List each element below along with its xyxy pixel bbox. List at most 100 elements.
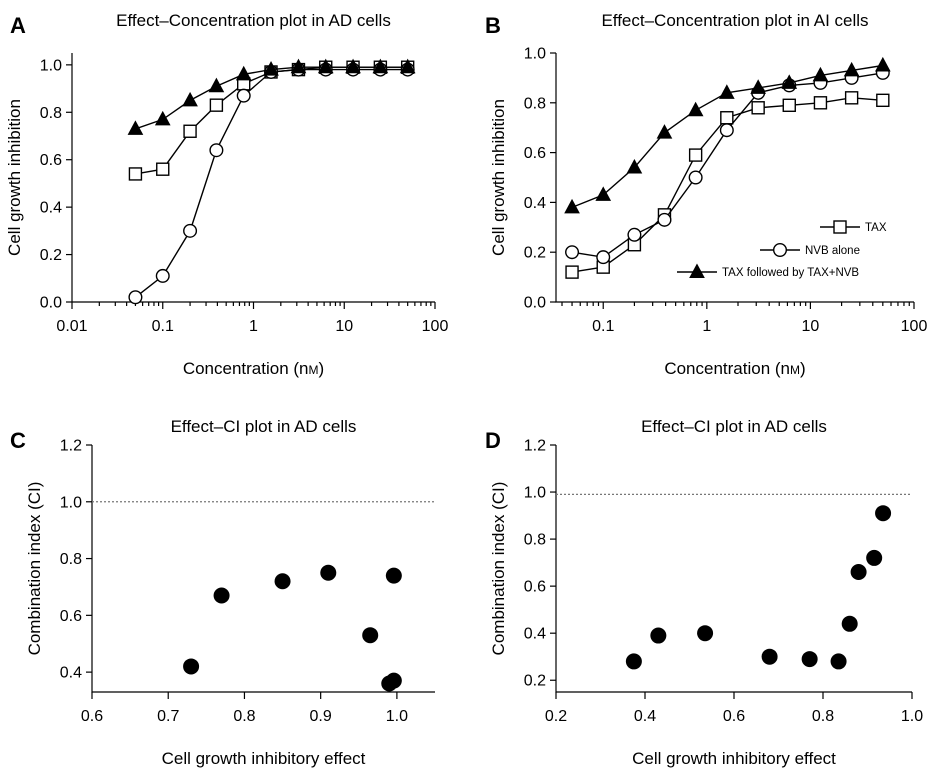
y-tick-label: 0.4 [40,200,62,217]
panel-c: C Effect–CI plot in AD cells 0.4 0.6 0.8 1.0 1… [10,417,435,768]
y-tick-label: 0.8 [524,532,546,549]
y-tick-label: 0.4 [524,626,546,643]
y-tick-label: 0.2 [40,247,62,264]
y-tick-label: 0.6 [40,152,62,169]
data-point [841,615,858,632]
y-tick-label: 1.2 [524,438,546,455]
y-tick-label: 0.6 [524,579,546,596]
axes-frame [91,445,435,693]
panel-letter: C [10,428,26,453]
panel-title: Effect–CI plot in AD cells [641,417,827,436]
data-point [183,124,197,138]
y-axis-title: Cell growth inhibition [489,99,508,256]
data-point [750,79,766,94]
x-axis-title: Cell growth inhibitory effect [632,749,836,768]
y-tick-label: 0.8 [60,551,82,568]
y-tick-label: 0.6 [60,608,82,625]
data-point [813,96,828,110]
data-point [235,65,252,81]
data-point [183,223,198,238]
x-tick-label: 0.8 [233,708,255,725]
legend-item: NVB alone [760,242,860,257]
data-point [627,227,642,242]
data-point [720,111,734,125]
data-point [830,653,847,670]
x-tick-label: 10 [802,318,820,335]
data-point [362,627,379,644]
data-point [626,158,643,174]
series-triangle [564,56,891,214]
data-point [209,143,224,158]
legend-marker [773,242,788,257]
x-tick-label: 0.4 [634,708,656,725]
data-point [697,625,714,642]
data-point [656,124,673,139]
y-tick-label: 1.0 [524,46,546,63]
axes-frame [71,53,435,303]
panel-title: Effect–Concentration plot in AD cells [116,11,391,30]
legend-label: NVB alone [805,245,860,257]
data-point [399,58,416,74]
data-point [761,648,778,665]
data-point [128,290,143,305]
data-point [801,651,818,668]
data-point [263,61,279,76]
series-line [135,66,408,175]
x-tick-label: 0.1 [592,318,614,335]
series-square [565,91,890,279]
series-line [134,68,408,298]
data-point [317,58,334,74]
data-point [236,88,251,103]
data-point [213,587,230,604]
y-tick-label: 0.2 [524,673,546,690]
data-point [812,66,829,82]
data-point [372,58,389,74]
y-tick-label: 0.4 [60,665,82,682]
x-tick-label: 10 [335,318,353,335]
data-point [155,268,170,283]
data-point [209,98,224,112]
y-tick-label: 1.0 [60,494,82,511]
data-point [564,198,580,214]
data-point [781,74,798,89]
y-axis-title: Combination index (CI) [25,482,44,656]
x-tick-label: 0.6 [81,708,103,725]
y-tick-label: 0.6 [524,145,546,162]
panel-d: D Effect–CI plot in AD cells 0.2 0.4 0.6 0.8 1… [485,417,923,768]
legend-item: TAX [820,220,887,234]
x-tick-label: 100 [422,318,449,335]
data-point [345,58,361,74]
x-axis-title: Cell growth inhibitory effect [162,749,366,768]
panel-b: B Effect–Concentration plot in AI cells 0.… [485,11,927,378]
panel-letter: D [485,428,501,453]
legend-marker [689,263,705,278]
data-point [650,627,667,644]
y-tick-label: 1.0 [524,485,546,502]
data-point [850,564,867,581]
y-axis-title: Combination index (CI) [489,482,508,656]
x-tick-label: 1 [702,318,711,335]
data-point [866,549,883,566]
y-tick-label: 0.2 [524,245,546,262]
x-tick-label: 0.8 [812,708,834,725]
data-point [657,212,672,227]
panel-letter: A [10,13,26,38]
data-point [625,653,642,670]
data-point [156,162,170,176]
scatter-points [183,564,402,692]
panel-letter: B [485,13,501,38]
data-point [875,505,892,522]
data-point [844,91,859,105]
y-tick-label: 1.0 [40,57,62,74]
data-point [843,61,860,77]
data-point [385,567,402,584]
panel-title: Effect–CI plot in AD cells [171,417,357,436]
data-point [320,564,337,581]
data-point [876,93,890,108]
data-point [688,170,703,185]
data-point [385,672,402,689]
data-point [154,110,171,126]
data-point [596,250,611,265]
data-point [718,84,735,99]
